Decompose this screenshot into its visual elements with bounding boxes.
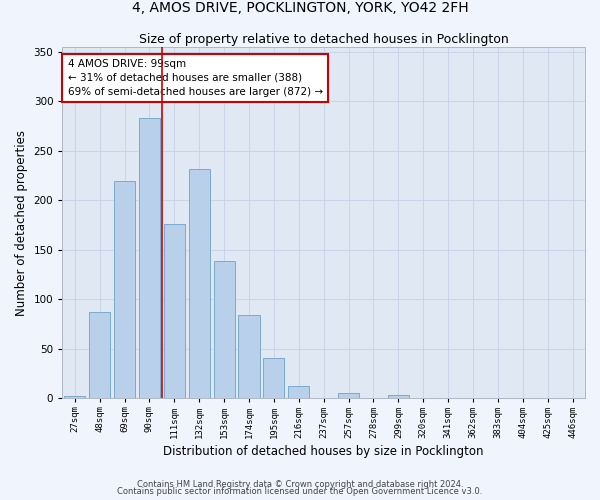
Bar bbox=[89, 312, 110, 398]
Bar bbox=[338, 394, 359, 398]
Text: Contains HM Land Registry data © Crown copyright and database right 2024.: Contains HM Land Registry data © Crown c… bbox=[137, 480, 463, 489]
Bar bbox=[388, 396, 409, 398]
Bar bbox=[214, 260, 235, 398]
Bar bbox=[288, 386, 310, 398]
Bar bbox=[139, 118, 160, 398]
Bar bbox=[238, 315, 260, 398]
Bar bbox=[114, 182, 135, 398]
Text: 4 AMOS DRIVE: 99sqm
← 31% of detached houses are smaller (388)
69% of semi-detac: 4 AMOS DRIVE: 99sqm ← 31% of detached ho… bbox=[68, 59, 323, 97]
Y-axis label: Number of detached properties: Number of detached properties bbox=[15, 130, 28, 316]
Bar bbox=[64, 396, 85, 398]
Bar bbox=[188, 168, 210, 398]
Text: 4, AMOS DRIVE, POCKLINGTON, YORK, YO42 2FH: 4, AMOS DRIVE, POCKLINGTON, YORK, YO42 2… bbox=[131, 0, 469, 14]
Title: Size of property relative to detached houses in Pocklington: Size of property relative to detached ho… bbox=[139, 32, 509, 46]
X-axis label: Distribution of detached houses by size in Pocklington: Distribution of detached houses by size … bbox=[163, 444, 484, 458]
Text: Contains public sector information licensed under the Open Government Licence v3: Contains public sector information licen… bbox=[118, 487, 482, 496]
Bar bbox=[263, 358, 284, 399]
Bar bbox=[164, 224, 185, 398]
